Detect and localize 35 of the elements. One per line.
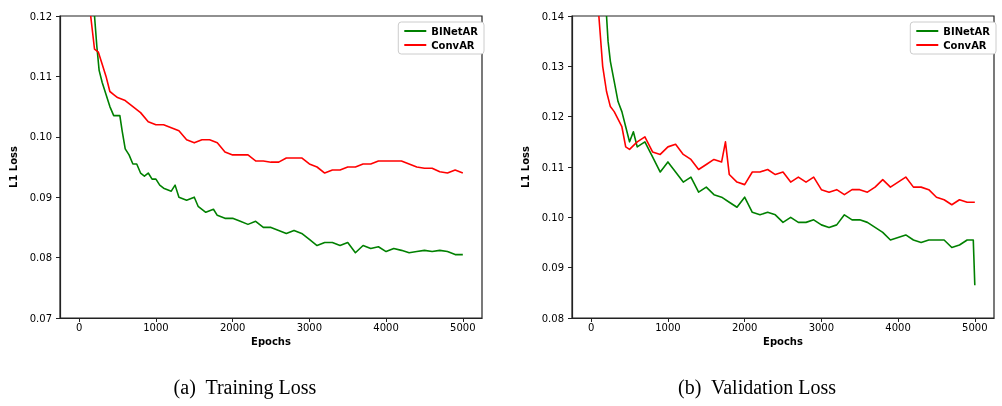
y-tick-label: 0.10 [541, 211, 564, 223]
x-tick-label: 5000 [962, 321, 988, 333]
y-tick-label: 0.08 [541, 312, 564, 324]
x-tick-label: 0 [587, 321, 595, 333]
x-tick-label: 1000 [655, 321, 681, 333]
x-tick-label: 5000 [450, 321, 476, 333]
y-tick-label: 0.08 [29, 252, 52, 264]
legend-label: ConvAR [431, 39, 475, 51]
y-tick-label: 0.09 [541, 262, 564, 274]
x-axis-title: Epochs [251, 336, 291, 348]
y-tick-label: 0.11 [29, 70, 52, 82]
x-tick-label: 3000 [808, 321, 835, 333]
x-tick-label: 0 [75, 321, 83, 333]
y-axis-title: L1 Loss [519, 145, 531, 188]
y-tick-label: 0.07 [29, 312, 52, 324]
x-tick-label: 2000 [219, 321, 246, 333]
x-tick-label: 4000 [373, 321, 399, 333]
legend-label: BINetAR [431, 25, 479, 37]
x-tick-label: 2000 [731, 321, 758, 333]
legend-label: BINetAR [943, 25, 991, 37]
text: (b) Validation Loss [678, 376, 837, 399]
y-axis-title: L1 Loss [7, 145, 19, 188]
y-tick-label: 0.12 [541, 111, 564, 123]
y-tick-label: 0.10 [29, 131, 52, 143]
y-tick-label: 0.09 [29, 191, 52, 203]
x-tick-label: 4000 [885, 321, 911, 333]
y-tick-label: 0.11 [541, 161, 564, 173]
x-tick-label: 1000 [143, 321, 169, 333]
text: (a) Training Loss [173, 376, 317, 399]
y-tick-label: 0.12 [29, 10, 52, 22]
y-tick-label: 0.14 [541, 10, 564, 22]
legend-label: ConvAR [943, 39, 987, 51]
y-tick-label: 0.13 [541, 60, 564, 72]
x-tick-label: 3000 [296, 321, 323, 333]
x-axis-title: Epochs [763, 336, 803, 348]
